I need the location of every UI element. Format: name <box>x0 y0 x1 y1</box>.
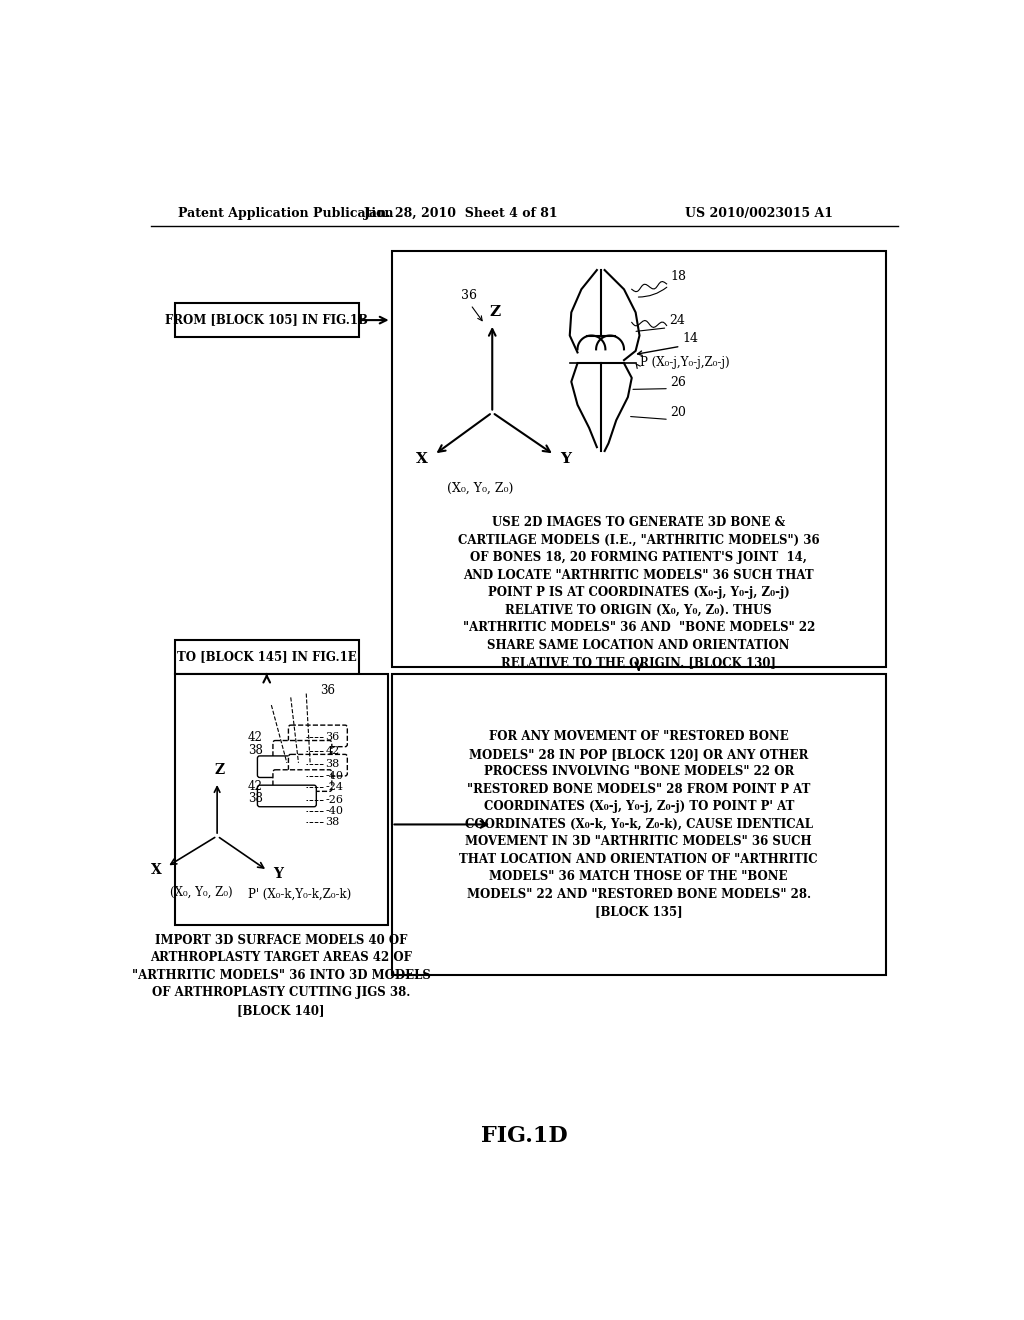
Text: Jan. 28, 2010  Sheet 4 of 81: Jan. 28, 2010 Sheet 4 of 81 <box>364 207 558 220</box>
Text: 24: 24 <box>669 314 685 327</box>
Text: -40: -40 <box>326 771 344 781</box>
Text: P (X₀‑j,Y₀‑j,Z₀‑j): P (X₀‑j,Y₀‑j,Z₀‑j) <box>640 356 729 370</box>
Text: (X₀, Y₀, Z₀): (X₀, Y₀, Z₀) <box>447 482 514 495</box>
Text: 36: 36 <box>321 684 335 697</box>
Text: 38: 38 <box>248 792 263 805</box>
Text: 36: 36 <box>326 733 340 742</box>
Text: 36: 36 <box>461 289 477 301</box>
FancyBboxPatch shape <box>174 640 359 673</box>
FancyBboxPatch shape <box>174 675 388 924</box>
FancyBboxPatch shape <box>391 675 886 974</box>
Text: 42: 42 <box>326 746 340 756</box>
FancyBboxPatch shape <box>273 741 332 762</box>
Text: -26: -26 <box>326 795 344 805</box>
FancyBboxPatch shape <box>257 785 316 807</box>
FancyBboxPatch shape <box>257 756 316 777</box>
Text: Y: Y <box>560 451 571 466</box>
Text: 42: 42 <box>248 780 263 793</box>
Text: 38: 38 <box>326 759 340 768</box>
Text: X: X <box>151 863 162 876</box>
Text: FROM [BLOCK 105] IN FIG.1B: FROM [BLOCK 105] IN FIG.1B <box>165 314 369 326</box>
Text: Z: Z <box>214 763 224 777</box>
Text: 42: 42 <box>248 731 263 744</box>
Text: TO [BLOCK 145] IN FIG.1E: TO [BLOCK 145] IN FIG.1E <box>177 649 356 663</box>
Text: 18: 18 <box>671 271 686 282</box>
Text: 26: 26 <box>671 376 686 388</box>
FancyBboxPatch shape <box>391 251 886 667</box>
FancyBboxPatch shape <box>273 770 332 792</box>
Text: 20: 20 <box>671 407 686 420</box>
FancyBboxPatch shape <box>289 755 347 776</box>
Text: US 2010/0023015 A1: US 2010/0023015 A1 <box>685 207 834 220</box>
Text: Z: Z <box>489 305 500 318</box>
FancyBboxPatch shape <box>174 304 359 337</box>
Text: X: X <box>416 451 428 466</box>
Text: FIG.1D: FIG.1D <box>481 1125 568 1147</box>
Text: (X₀, Y₀, Z₀): (X₀, Y₀, Z₀) <box>170 886 232 899</box>
Text: P' (X₀-k,Y₀-k,Z₀-k): P' (X₀-k,Y₀-k,Z₀-k) <box>248 887 351 900</box>
Text: 38: 38 <box>326 817 340 828</box>
Text: -40: -40 <box>326 805 344 816</box>
Text: Patent Application Publication: Patent Application Publication <box>178 207 394 220</box>
Text: 14: 14 <box>682 331 698 345</box>
Text: -24: -24 <box>326 783 344 792</box>
FancyBboxPatch shape <box>289 725 347 747</box>
Text: 38: 38 <box>248 743 263 756</box>
Text: FOR ANY MOVEMENT OF "RESTORED BONE
MODELS" 28 IN POP [BLOCK 120] OR ANY OTHER
PR: FOR ANY MOVEMENT OF "RESTORED BONE MODEL… <box>460 730 818 919</box>
Text: Y: Y <box>273 867 283 882</box>
Text: IMPORT 3D SURFACE MODELS 40 OF
ARTHROPLASTY TARGET AREAS 42 OF
"ARTHRITIC MODELS: IMPORT 3D SURFACE MODELS 40 OF ARTHROPLA… <box>132 933 430 1016</box>
Text: USE 2D IMAGES TO GENERATE 3D BONE &
CARTILAGE MODELS (I.E., "ARTHRITIC MODELS") : USE 2D IMAGES TO GENERATE 3D BONE & CART… <box>458 516 819 669</box>
